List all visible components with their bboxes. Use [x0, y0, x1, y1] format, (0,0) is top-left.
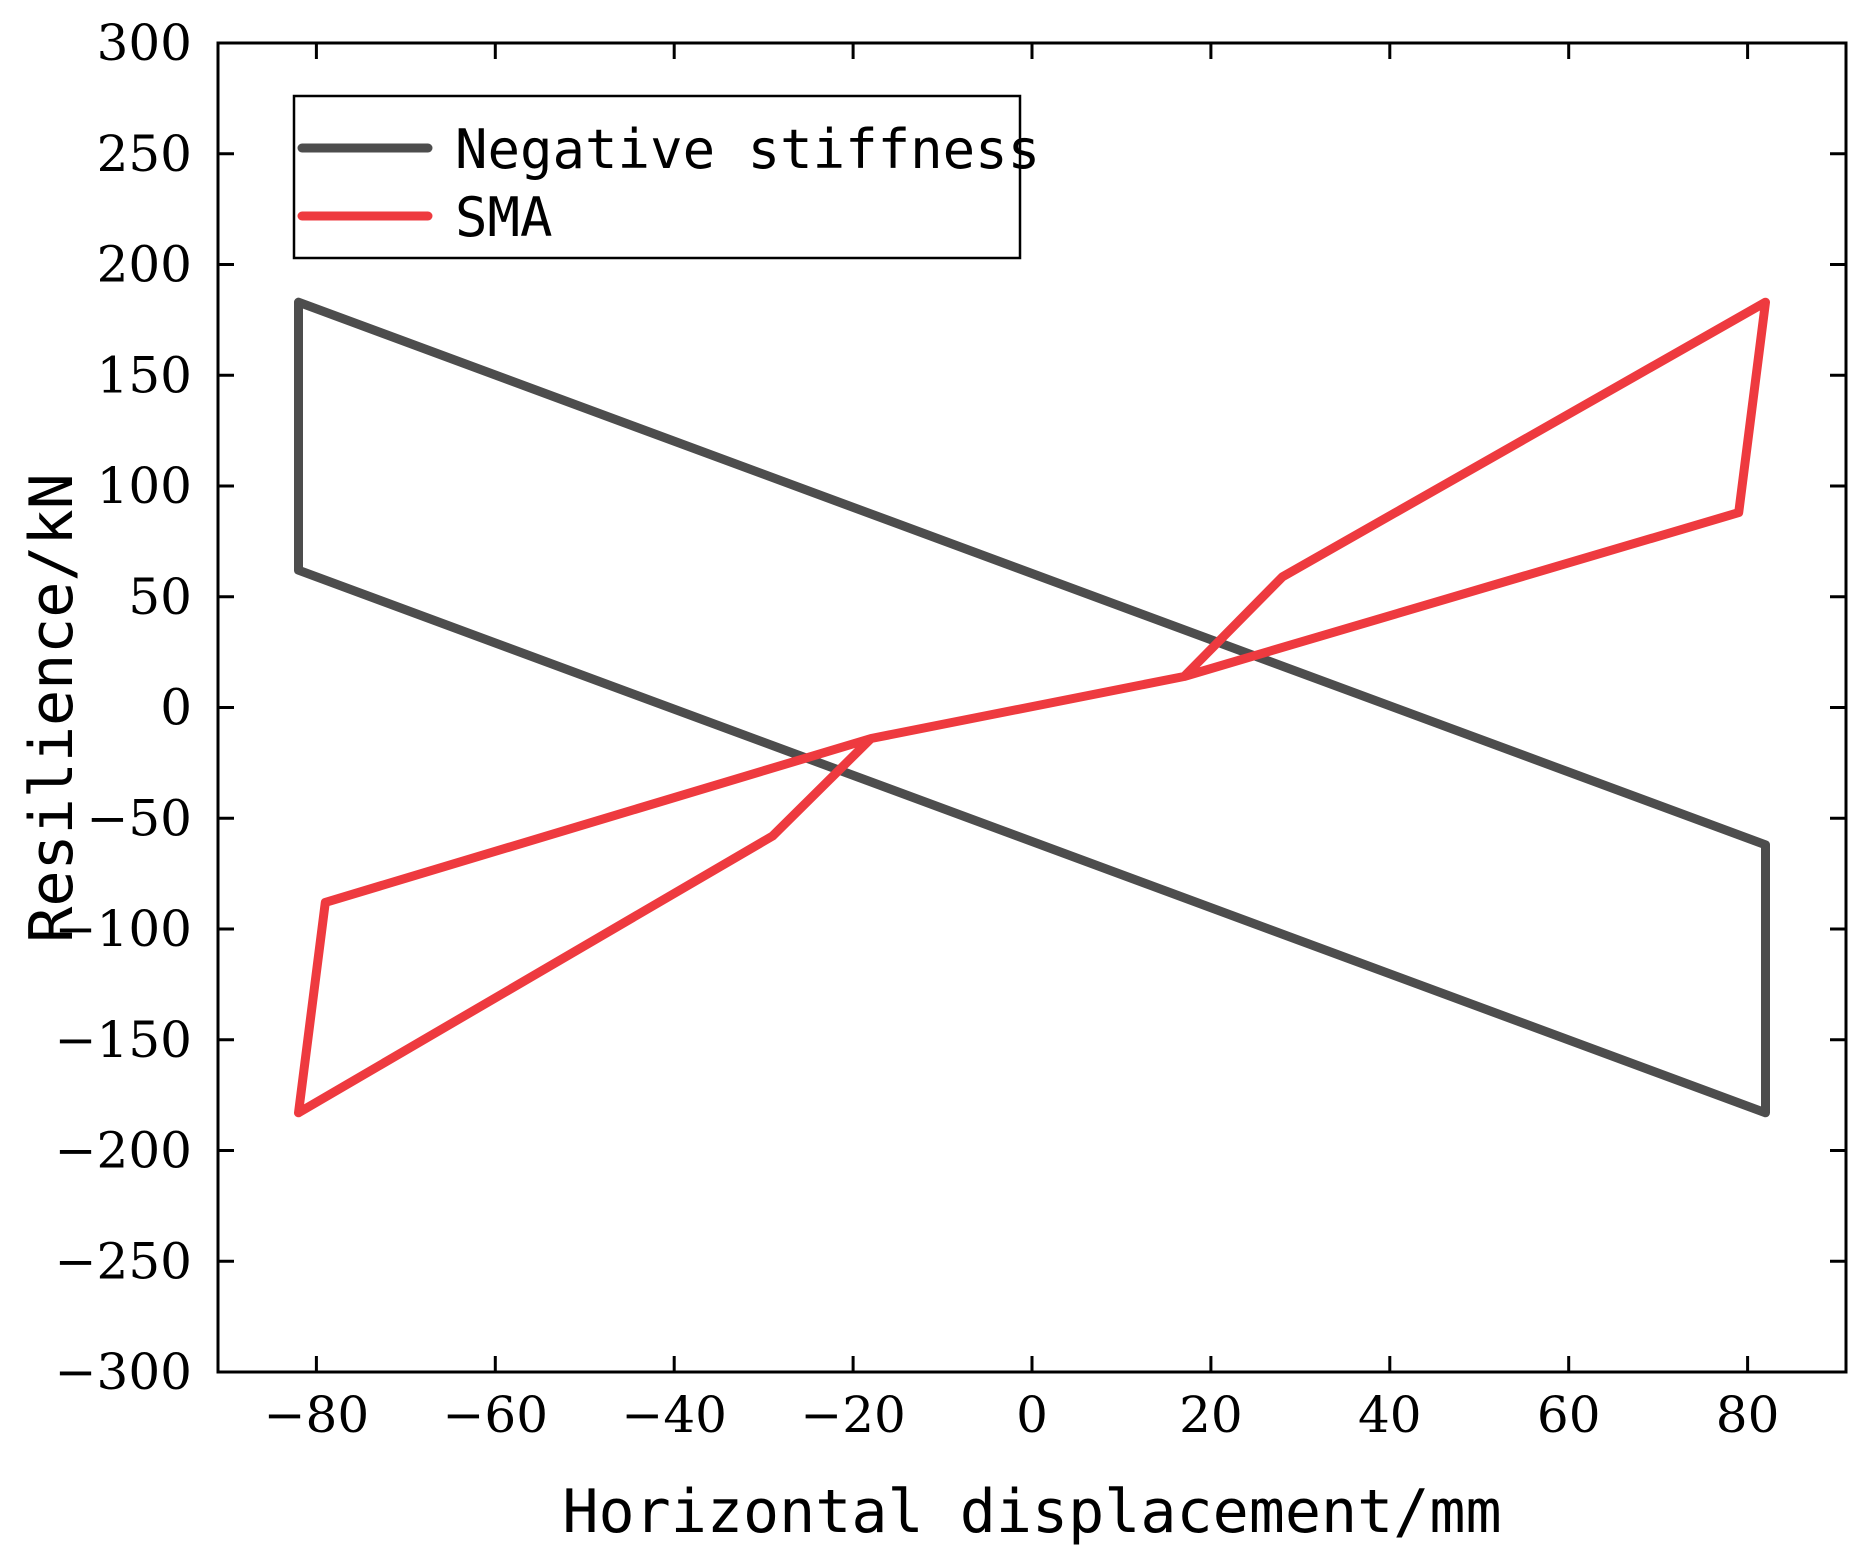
y-tick-label-4: 100: [97, 457, 192, 515]
x-tick-label-0: −80: [264, 1386, 370, 1444]
x-axis-title: Horizontal displacement/mm: [562, 1477, 1501, 1547]
y-tick-label-7: −50: [86, 789, 192, 847]
legend-label-negative-stiffness: Negative stiffness: [455, 118, 1040, 181]
y-tick-label-12: −300: [55, 1343, 192, 1401]
y-tick-label-2: 200: [97, 236, 192, 294]
x-tick-label-8: 80: [1716, 1386, 1780, 1444]
y-tick-label-11: −250: [55, 1232, 192, 1290]
y-tick-label-9: −150: [55, 1011, 192, 1069]
y-tick-label-10: −200: [55, 1122, 192, 1180]
series-lines: [294, 297, 1770, 1118]
x-tick-label-4: 0: [1016, 1386, 1048, 1444]
y-tick-label-8: −100: [55, 900, 192, 958]
x-tick-labels: −80 −60 −40 −20 0 20 40 60 80: [264, 1386, 1780, 1444]
plot-area-frame: [216, 41, 1848, 1374]
series-line-sma: [294, 297, 1770, 1118]
y-tick-label-0: 300: [97, 14, 192, 72]
legend: Negative stiffness SMA: [292, 94, 1040, 260]
x-tick-label-2: −40: [621, 1386, 727, 1444]
y-tick-label-3: 150: [97, 346, 192, 404]
y-axis-title: Resilience/kN: [17, 473, 87, 943]
x-tick-label-3: −20: [800, 1386, 906, 1444]
y-tick-labels: 300 250 200 150 100 50 0 −50 −100 −150 −200 −250 −30…: [55, 14, 192, 1401]
y-tick-label-6: 0: [160, 679, 192, 737]
series-line-negative-stiffness: [294, 297, 1770, 1118]
x-tick-label-7: 60: [1537, 1386, 1601, 1444]
legend-box: [292, 94, 1022, 260]
x-tick-label-6: 40: [1358, 1386, 1422, 1444]
x-tick-label-5: 20: [1179, 1386, 1243, 1444]
x-tick-label-1: −60: [443, 1386, 549, 1444]
y-tick-label-1: 250: [97, 125, 192, 183]
y-tick-label-5: 50: [128, 568, 192, 626]
legend-label-sma: SMA: [455, 186, 553, 249]
